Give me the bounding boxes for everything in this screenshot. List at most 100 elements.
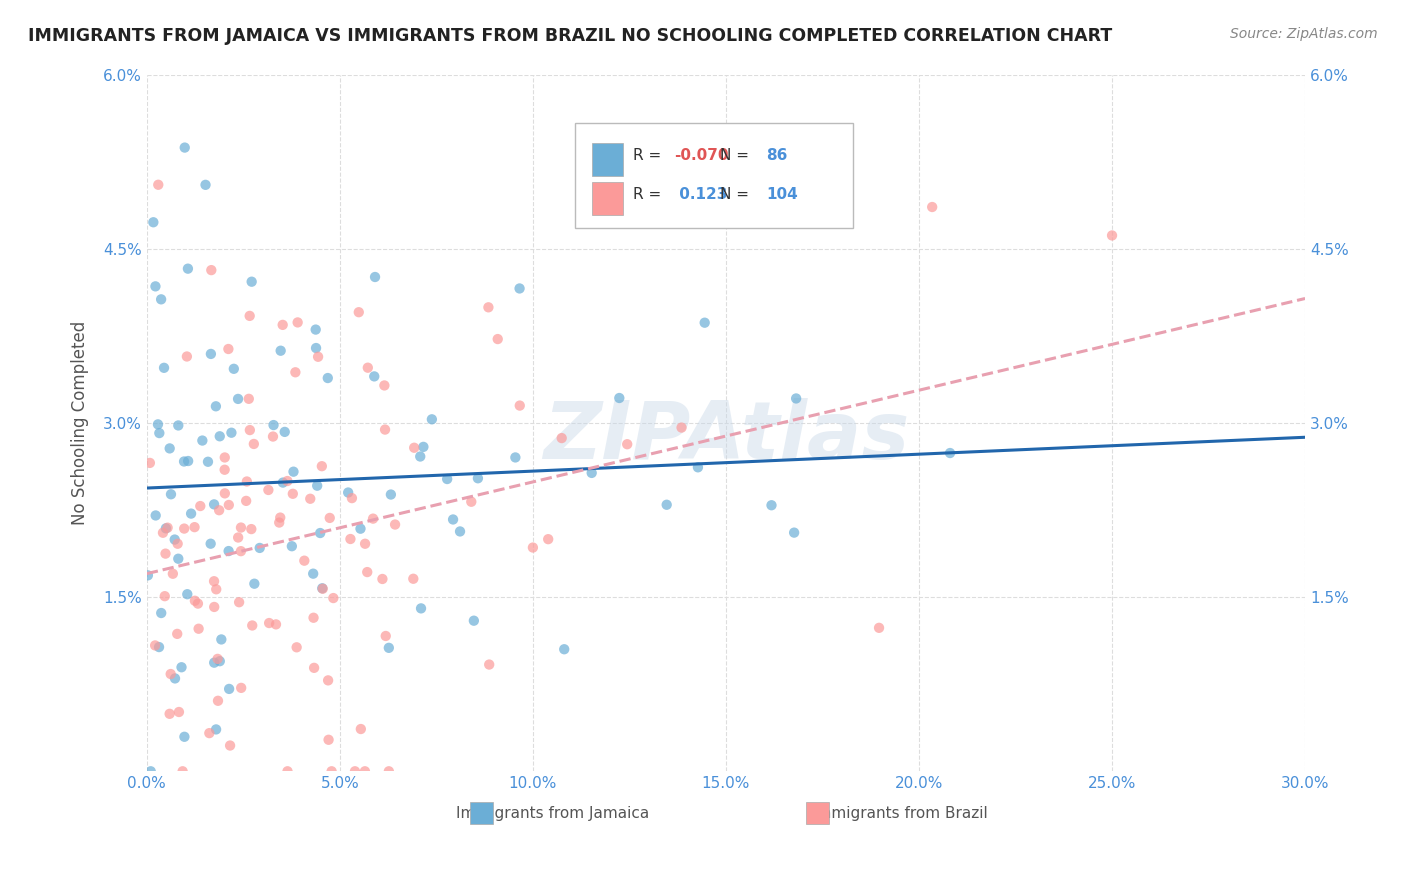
Point xyxy=(166,537,188,551)
Point xyxy=(299,491,322,506)
Point xyxy=(371,572,394,586)
Point xyxy=(693,316,716,330)
Point xyxy=(176,587,198,601)
Point xyxy=(139,764,162,779)
Point xyxy=(150,606,173,620)
Point xyxy=(276,764,298,779)
Text: R =: R = xyxy=(633,148,666,163)
Point xyxy=(378,640,401,655)
Point xyxy=(214,486,236,500)
Point xyxy=(202,599,225,614)
Point xyxy=(311,459,333,474)
Point xyxy=(460,495,482,509)
Point xyxy=(214,463,236,477)
Point xyxy=(322,591,344,605)
Point xyxy=(177,261,200,276)
Point xyxy=(402,572,425,586)
Point xyxy=(271,475,294,490)
Point xyxy=(257,483,280,497)
Point xyxy=(364,270,387,285)
Text: 86: 86 xyxy=(766,148,787,163)
Point xyxy=(209,632,232,647)
Point xyxy=(581,466,603,480)
Point xyxy=(172,764,194,779)
Point xyxy=(269,510,291,524)
Point xyxy=(305,341,328,355)
Text: Immigrants from Jamaica: Immigrants from Jamaica xyxy=(456,805,648,821)
Point xyxy=(441,512,464,526)
Point xyxy=(339,532,361,546)
Point xyxy=(148,640,170,654)
Point xyxy=(551,431,574,445)
Point xyxy=(509,281,531,295)
Point xyxy=(148,426,170,441)
Point xyxy=(136,568,159,582)
Point xyxy=(145,279,167,293)
Point xyxy=(235,494,257,508)
Point xyxy=(404,441,426,455)
Point xyxy=(274,425,297,439)
Point xyxy=(198,726,221,740)
Point xyxy=(302,661,325,675)
Text: 0.123: 0.123 xyxy=(673,186,727,202)
Point xyxy=(218,544,240,558)
Point xyxy=(378,764,401,779)
Point xyxy=(143,639,166,653)
Point xyxy=(177,454,200,468)
Text: ZIPAtlas: ZIPAtlas xyxy=(543,398,910,475)
Point xyxy=(380,487,402,501)
Point xyxy=(200,537,222,551)
Point xyxy=(240,618,263,632)
Point xyxy=(226,531,249,545)
Point xyxy=(208,654,231,668)
FancyBboxPatch shape xyxy=(470,802,494,824)
Point xyxy=(236,475,259,489)
Point xyxy=(409,450,432,464)
Point xyxy=(148,178,170,192)
Point xyxy=(420,412,443,426)
Point xyxy=(361,511,384,525)
Point xyxy=(183,520,205,534)
Text: N =: N = xyxy=(720,186,754,202)
Point xyxy=(463,614,485,628)
Point xyxy=(155,521,177,535)
Point xyxy=(316,371,339,385)
Point xyxy=(173,140,195,154)
Point xyxy=(316,673,339,688)
Point xyxy=(240,275,263,289)
Point xyxy=(200,347,222,361)
Point xyxy=(269,516,291,530)
Point xyxy=(156,521,179,535)
Point xyxy=(222,361,245,376)
Point xyxy=(191,434,214,448)
Point xyxy=(607,391,630,405)
Point xyxy=(409,601,432,615)
Point xyxy=(166,627,188,641)
Text: IMMIGRANTS FROM JAMAICA VS IMMIGRANTS FROM BRAZIL NO SCHOOLING COMPLETED CORRELA: IMMIGRANTS FROM JAMAICA VS IMMIGRANTS FR… xyxy=(28,27,1112,45)
Point xyxy=(180,507,202,521)
Point xyxy=(214,450,236,465)
Point xyxy=(229,520,252,534)
Point xyxy=(307,350,329,364)
Point xyxy=(239,423,262,437)
Point xyxy=(187,597,209,611)
Point xyxy=(197,455,219,469)
Point xyxy=(205,582,228,597)
Text: Source: ZipAtlas.com: Source: ZipAtlas.com xyxy=(1230,27,1378,41)
Point xyxy=(761,498,783,512)
Point xyxy=(239,309,262,323)
Point xyxy=(152,525,174,540)
Point xyxy=(238,392,260,406)
Point xyxy=(356,565,378,579)
Point xyxy=(162,566,184,581)
Point xyxy=(522,541,544,555)
Point xyxy=(219,739,242,753)
Point xyxy=(159,706,181,721)
Point xyxy=(160,487,183,501)
Point xyxy=(305,322,328,336)
FancyBboxPatch shape xyxy=(575,123,853,227)
Point xyxy=(449,524,471,539)
Point xyxy=(343,764,366,779)
FancyBboxPatch shape xyxy=(592,182,623,215)
Point xyxy=(187,622,209,636)
